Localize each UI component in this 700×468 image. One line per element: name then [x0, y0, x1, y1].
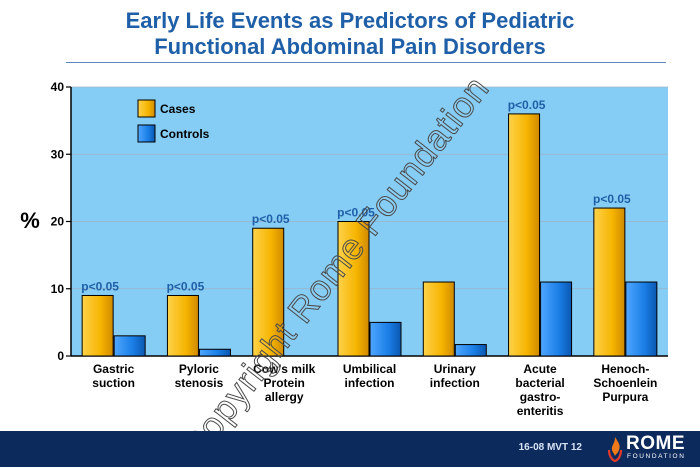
legend-label-controls: Controls [160, 127, 210, 141]
y-tick-label: 0 [57, 349, 64, 363]
slide-id: 16-08 MVT 12 [518, 442, 582, 453]
bar-controls [369, 321, 402, 357]
x-tick-label: gastro- [520, 390, 561, 404]
bar-cases [593, 207, 626, 357]
legend-label-cases: Cases [160, 102, 196, 116]
bar-cases [337, 221, 370, 357]
logo-wordmark: ROME [626, 433, 685, 454]
significance-label: p<0.05 [337, 206, 375, 220]
rome-foundation-logo: ROME FOUNDATION [606, 434, 696, 464]
title-divider [66, 62, 666, 63]
y-tick-label: 40 [51, 80, 65, 94]
logo-subtext: FOUNDATION [627, 453, 686, 460]
title-line-1: Early Life Events as Predictors of Pedia… [125, 8, 575, 33]
x-tick-label: Gastric [93, 362, 135, 376]
x-tick-label: Acute [523, 362, 557, 376]
bar-cases [166, 294, 199, 357]
x-tick-label: Purpura [602, 390, 648, 404]
bar-controls [540, 281, 573, 357]
x-tick-label: enteritis [517, 404, 564, 418]
legend-swatch-cases [137, 99, 156, 118]
x-tick-label: Urinary [434, 362, 476, 376]
bar-cases [508, 113, 541, 357]
x-tick-label: infection [345, 376, 395, 390]
bar-controls [625, 281, 658, 357]
significance-label: p<0.05 [593, 192, 631, 206]
y-axis-label: % [20, 208, 40, 233]
chart-title: Early Life Events as Predictors of Pedia… [0, 8, 700, 60]
x-tick-label: Pyloric [179, 362, 219, 376]
bar-controls [198, 348, 231, 357]
x-tick-label: Schoenlein [593, 376, 657, 390]
significance-label: p<0.05 [252, 212, 290, 226]
significance-label: p<0.05 [167, 279, 205, 293]
x-tick-label: Protein [264, 376, 305, 390]
x-tick-label: suction [92, 376, 135, 390]
bar-cases [81, 294, 114, 357]
significance-label: p<0.05 [508, 98, 546, 112]
y-tick-label: 10 [51, 282, 65, 296]
x-tick-label: Henoch- [601, 362, 649, 376]
y-tick-label: 20 [51, 215, 65, 229]
bar-cases [252, 227, 285, 357]
flame-icon [607, 437, 623, 462]
x-tick-label: allergy [265, 390, 304, 404]
x-tick-label: bacterial [515, 376, 564, 390]
bar-controls [454, 344, 487, 357]
legend-swatch-controls [137, 124, 156, 143]
footer-bar: 16-08 MVT 12 ROME FOUNDATION [0, 431, 700, 467]
bar-controls [113, 335, 146, 357]
significance-label: p<0.05 [81, 279, 119, 293]
x-tick-label: infection [430, 376, 480, 390]
title-line-2: Functional Abdominal Pain Disorders [154, 34, 546, 59]
x-tick-label: Umbilical [343, 362, 396, 376]
x-tick-label: stenosis [175, 376, 224, 390]
y-tick-label: 30 [51, 147, 65, 161]
x-tick-label: Cow's milk [253, 362, 316, 376]
bar-cases [422, 281, 455, 357]
